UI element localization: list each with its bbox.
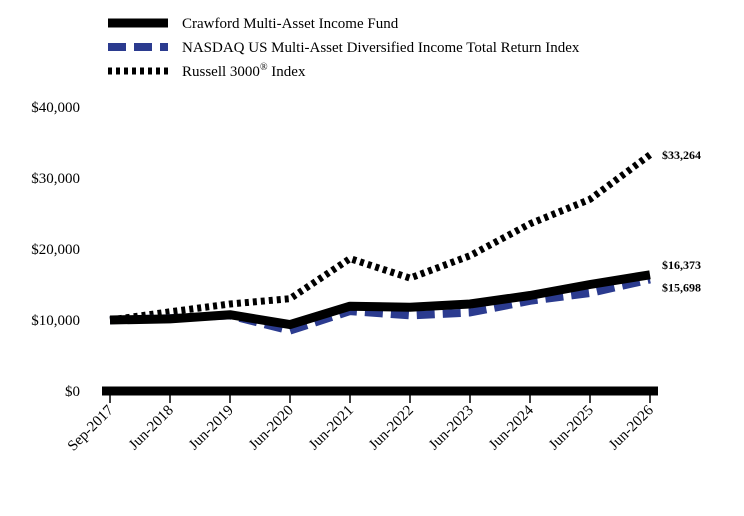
x-tick-label: Sep-2017 (65, 402, 117, 454)
y-tick-label: $10,000 (31, 313, 80, 329)
series-layer (109, 151, 653, 335)
end-label-3: $33,264 (662, 148, 701, 162)
legend-label-1: Crawford Multi-Asset Income Fund (182, 16, 399, 32)
end-labels: $16,373 $15,698 $33,264 (662, 148, 701, 295)
legend: Crawford Multi-Asset Income Fund NASDAQ U… (108, 16, 580, 80)
y-axis: $0 $10,000 $20,000 $30,000 $40,000 (31, 100, 80, 400)
x-tick-label: Jun-2022 (366, 403, 417, 454)
x-tick-label: Jun-2018 (126, 403, 177, 454)
x-tick-label: Jun-2019 (186, 403, 237, 454)
x-tick-label: Jun-2023 (426, 403, 477, 454)
y-tick-label: $20,000 (31, 242, 80, 258)
x-tick-label: Jun-2021 (306, 403, 357, 454)
x-tick-label: Jun-2020 (246, 403, 297, 454)
legend-label-3: Russell 3000® Index (182, 62, 306, 80)
series-line-1 (109, 270, 651, 330)
x-tick-label: Jun-2024 (486, 402, 537, 453)
end-label-1: $16,373 (662, 258, 701, 272)
legend-label-2: NASDAQ US Multi-Asset Diversified Income… (182, 40, 580, 56)
x-tick-label: Jun-2025 (546, 403, 597, 454)
end-label-2: $15,698 (662, 281, 701, 295)
y-tick-label: $0 (65, 384, 80, 400)
x-axis: Sep-2017 Jun-2018 Jun-2019 Jun-2020 Jun-2021… (65, 386, 658, 454)
y-tick-label: $30,000 (31, 171, 80, 187)
y-tick-label: $40,000 (31, 100, 80, 116)
series-line-3 (109, 151, 653, 324)
x-tick-label: Jun-2026 (606, 402, 657, 453)
